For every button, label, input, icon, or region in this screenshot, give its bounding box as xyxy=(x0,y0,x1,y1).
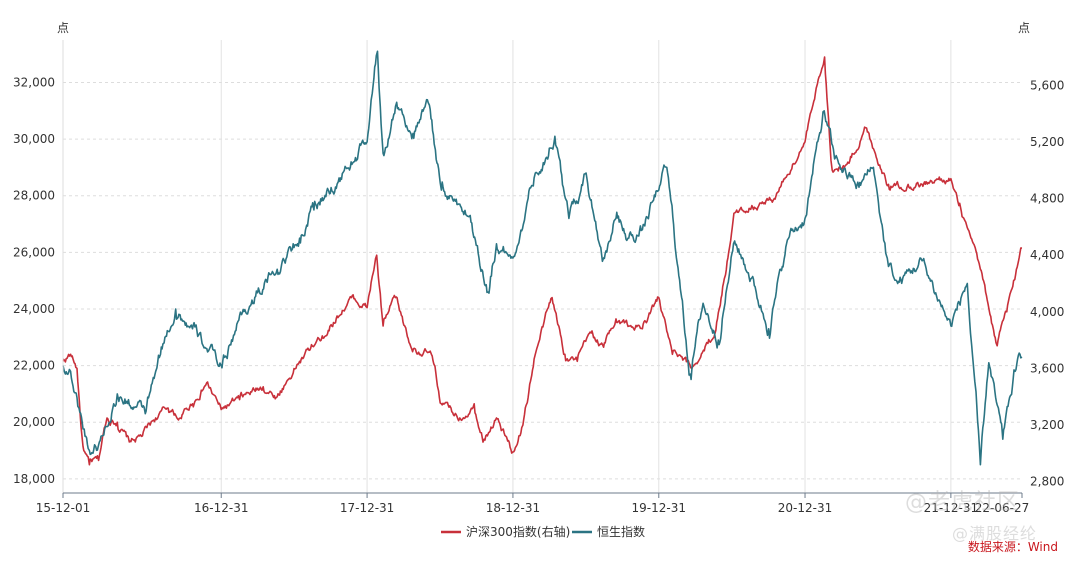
watermark-laohu: @老虎社区 xyxy=(905,490,1021,515)
legend: 沪深300指数(右轴) 恒生指数 xyxy=(441,524,645,539)
left-tick-label: 26,000 xyxy=(13,245,55,259)
right-tick-label: 4,400 xyxy=(1030,248,1064,262)
right-tick-label: 5,200 xyxy=(1030,135,1064,149)
left-tick-label: 24,000 xyxy=(13,302,55,316)
series-line-hsi xyxy=(62,50,1023,466)
right-tick-label: 4,000 xyxy=(1030,305,1064,319)
x-tick-label: 21-12-31 xyxy=(924,501,978,515)
left-tick-label: 30,000 xyxy=(13,132,55,146)
right-tick-label: 5,600 xyxy=(1030,78,1064,92)
x-tick-label: 18-12-31 xyxy=(486,501,540,515)
right-axis-unit: 点 xyxy=(1018,21,1030,35)
left-axis-unit: 点 xyxy=(57,21,69,35)
x-tick-label: 17-12-31 xyxy=(340,501,394,515)
axes: 18,000 20,000 22,000 24,000 26,000 28,000 30,0… xyxy=(13,40,1064,515)
left-tick-label: 18,000 xyxy=(13,472,55,486)
data-source: 数据来源：Wind xyxy=(967,540,1058,554)
grid xyxy=(63,40,1022,493)
left-tick-label: 22,000 xyxy=(13,359,55,373)
x-tick-label: 15-12-01 xyxy=(36,501,90,515)
left-tick-label: 20,000 xyxy=(13,415,55,429)
legend-label-hsi: 恒生指数 xyxy=(597,524,645,539)
x-tick-label: 22-06-27 xyxy=(975,501,1029,515)
right-tick-label: 4,800 xyxy=(1030,192,1064,206)
legend-label-hs300: 沪深300指数(右轴) xyxy=(466,524,570,539)
right-tick-label: 3,200 xyxy=(1030,418,1064,432)
series-line-hs300 xyxy=(62,56,1023,466)
right-tick-label: 2,800 xyxy=(1030,475,1064,489)
right-tick-label: 3,600 xyxy=(1030,361,1064,375)
x-tick-label: 19-12-31 xyxy=(632,501,686,515)
x-tick-label: 16-12-31 xyxy=(194,501,248,515)
x-tick-label: 20-12-31 xyxy=(778,501,832,515)
watermark-mangu: @满股经纶 xyxy=(952,524,1038,543)
left-tick-label: 32,000 xyxy=(13,75,55,89)
series-layer xyxy=(62,50,1023,466)
left-tick-label: 28,000 xyxy=(13,189,55,203)
